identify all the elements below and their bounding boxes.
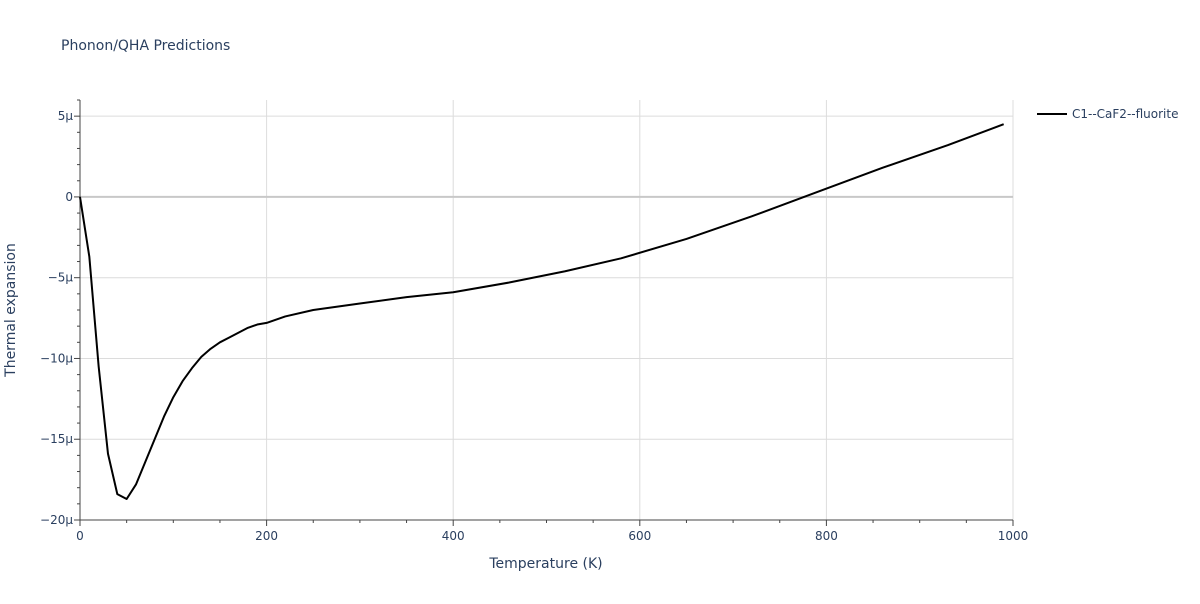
x-axis-title: Temperature (K) xyxy=(488,556,602,572)
grid xyxy=(80,100,1014,520)
series-layer xyxy=(79,123,1005,500)
y-tick-label: 5μ xyxy=(58,109,74,123)
series-line[interactable] xyxy=(79,123,1005,500)
y-tick-label: −15μ xyxy=(40,432,73,446)
y-tick-label: −10μ xyxy=(40,351,73,365)
x-tick-label: 800 xyxy=(815,529,838,543)
legend[interactable]: C1--CaF2--fluorite xyxy=(1037,107,1178,121)
legend-label: C1--CaF2--fluorite xyxy=(1072,107,1178,121)
y-tick-label: −5μ xyxy=(48,271,74,285)
y-tick-label: −20μ xyxy=(40,513,73,527)
y-tick-label: 0 xyxy=(65,190,73,204)
y-axis-title: Thermal expansion xyxy=(3,243,19,378)
x-tick-label: 600 xyxy=(628,529,651,543)
x-tick-label: 400 xyxy=(442,529,465,543)
x-tick-label: 0 xyxy=(76,529,84,543)
chart-title: Phonon/QHA Predictions xyxy=(61,38,230,54)
axes: 0 200 400 600 800 1000 5μ 0 −5μ −10μ −15μ −20μ xyxy=(40,99,1029,543)
x-tick-label: 1000 xyxy=(998,529,1029,543)
x-tick-label: 200 xyxy=(255,529,278,543)
